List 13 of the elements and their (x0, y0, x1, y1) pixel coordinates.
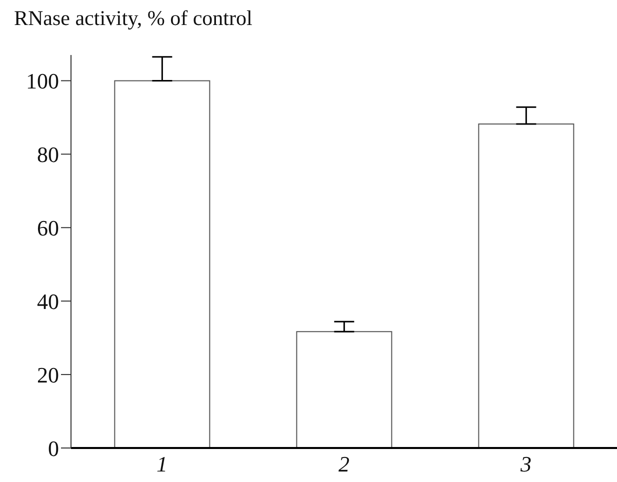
y-tick-label: 60 (37, 215, 59, 240)
x-tick-label: 1 (156, 452, 168, 477)
y-tick-label: 0 (48, 436, 59, 461)
y-tick-label: 100 (26, 68, 59, 94)
bar (114, 80, 210, 448)
y-axis-title: RNase activity, % of control (14, 6, 252, 31)
x-tick-label: 3 (520, 452, 532, 477)
bar (478, 124, 574, 448)
bar (296, 331, 392, 448)
x-tick-label: 2 (338, 452, 350, 477)
y-tick-label: 40 (37, 288, 59, 314)
y-tick-label: 20 (37, 362, 59, 388)
y-tick-label: 80 (37, 142, 59, 167)
